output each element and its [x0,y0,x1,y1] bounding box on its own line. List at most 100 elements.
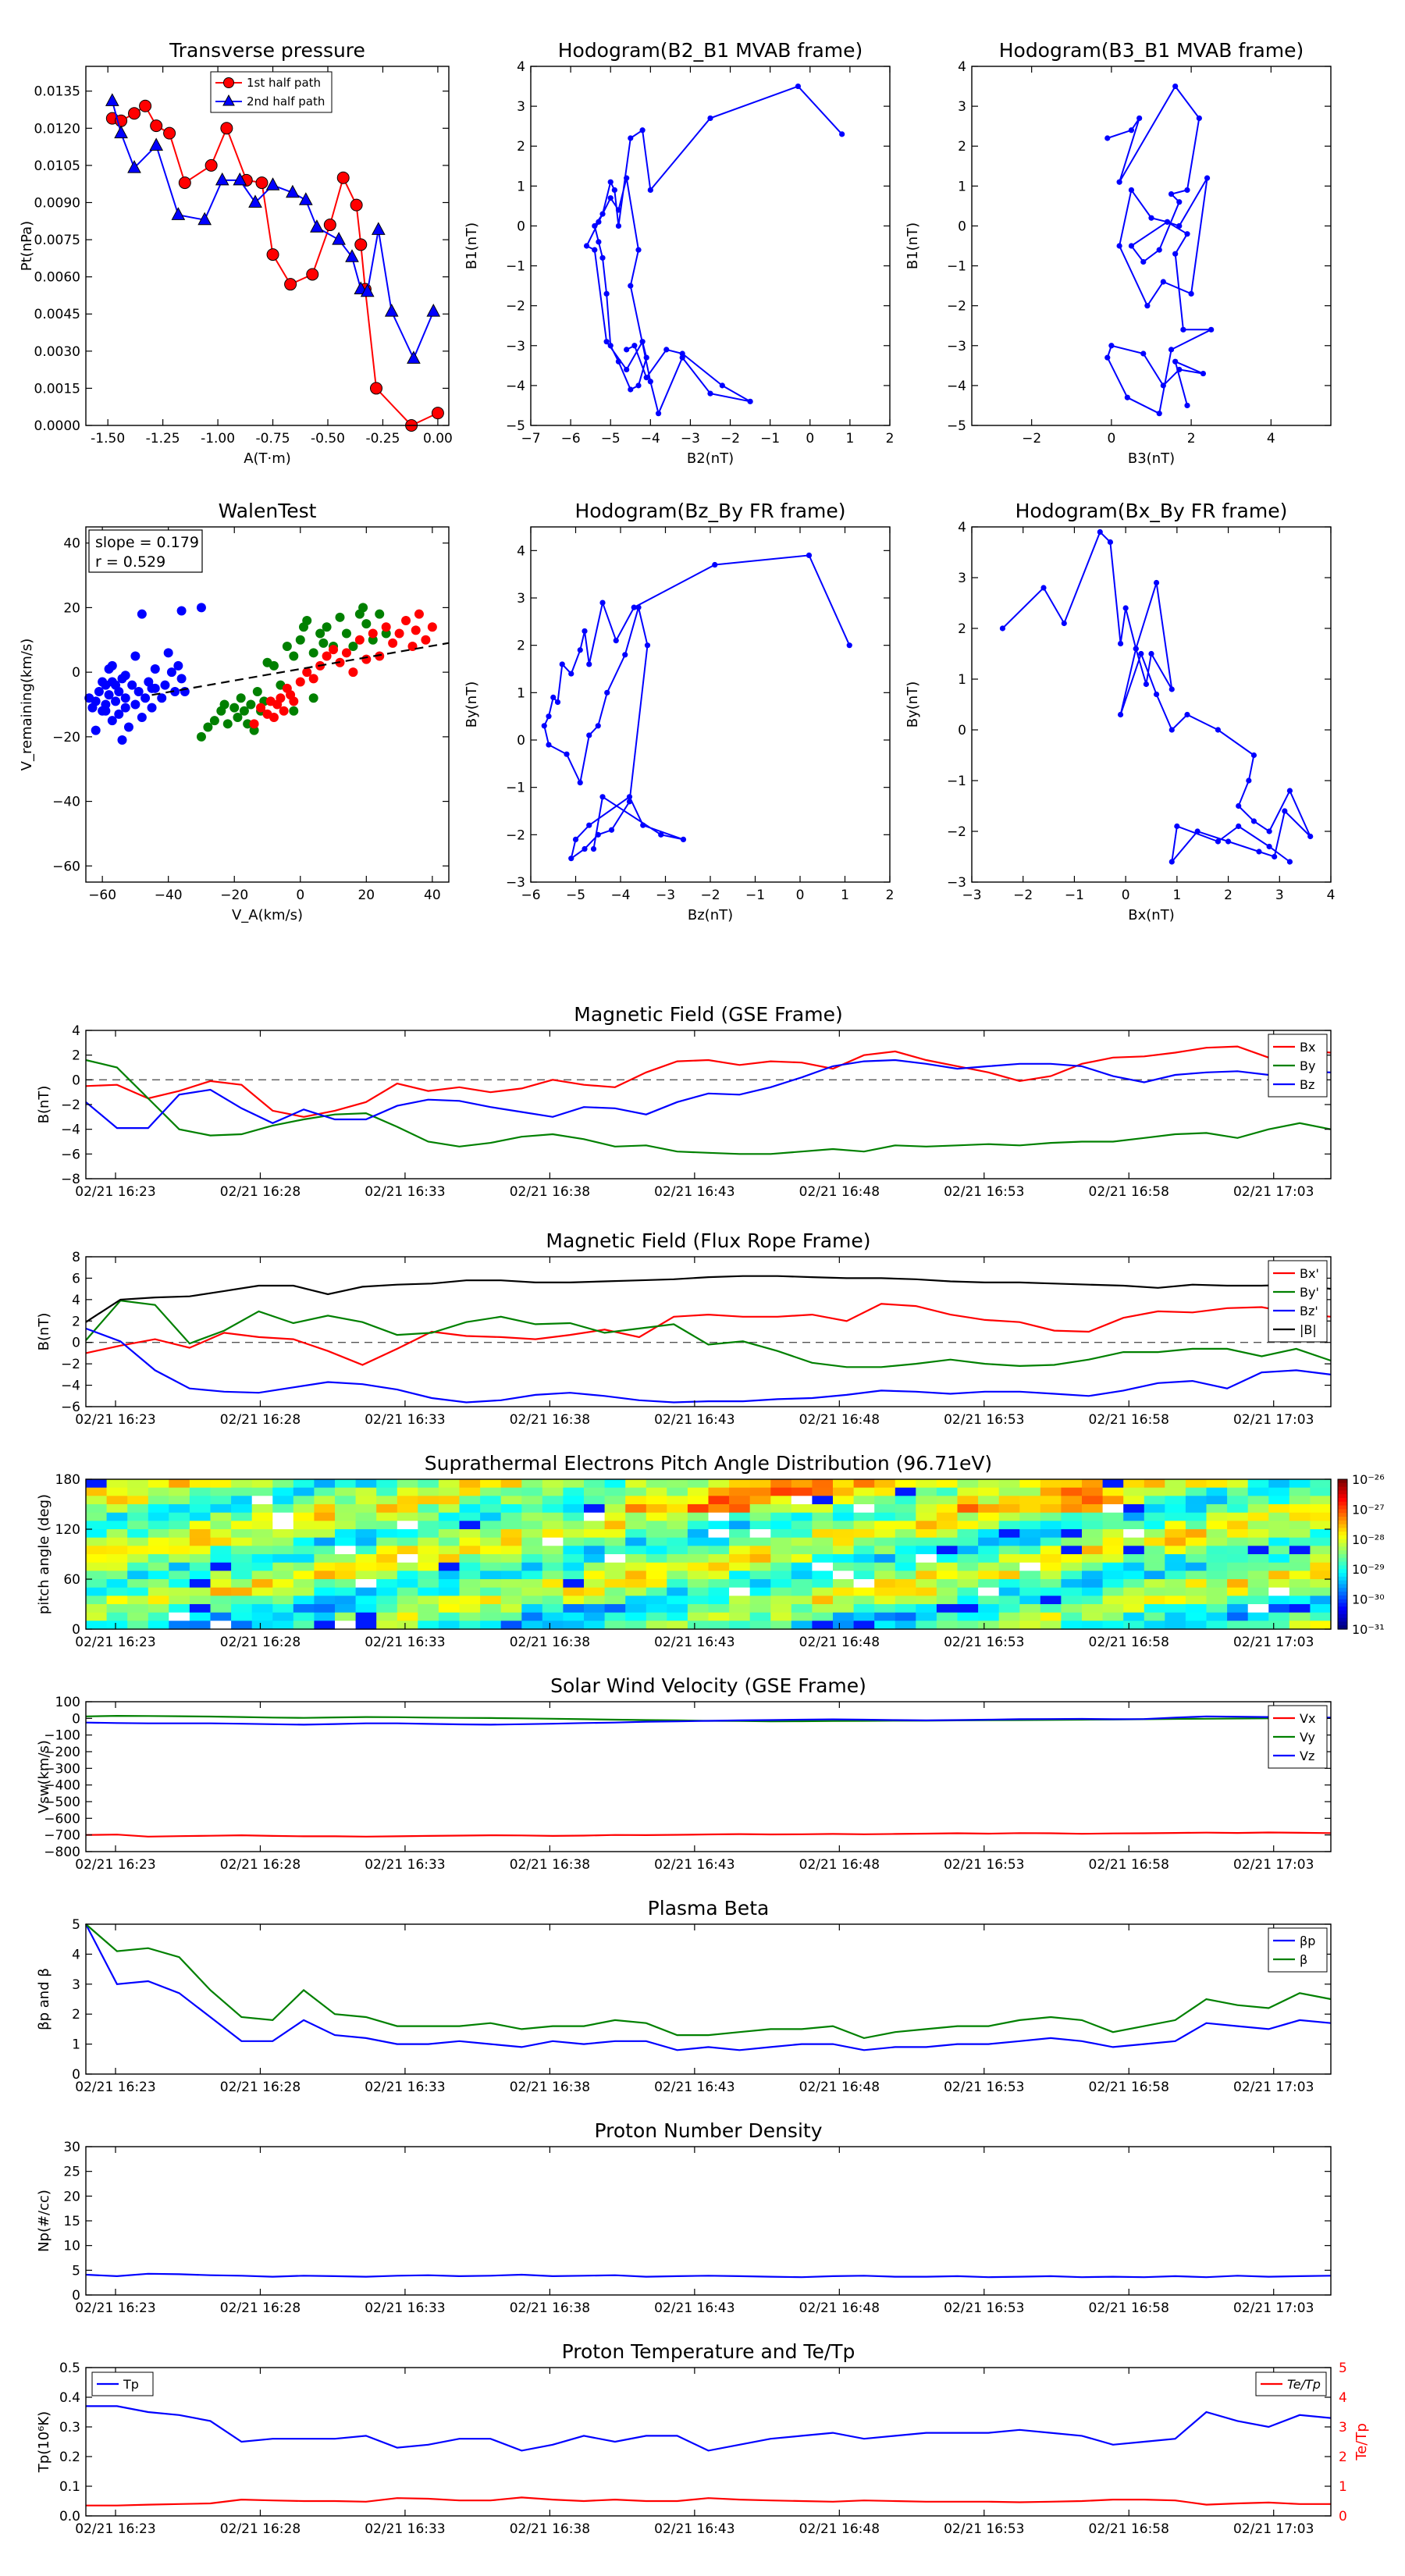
heatmap-cell [1082,1479,1104,1489]
heatmap-cell [812,1529,834,1539]
plot-frame [85,1478,1332,1630]
heatmap-cell [521,1479,543,1489]
data-point [147,683,157,693]
heatmap-cell [708,1479,730,1489]
colorbar-segment [1338,1588,1347,1592]
heatmap-cell [936,1571,959,1580]
heatmap-cell [127,1521,149,1530]
heatmap-cell [1123,1621,1145,1630]
data-point [546,742,552,748]
data-point [595,723,601,729]
heatmap-cell [500,1512,522,1521]
data-point [628,135,634,141]
heatmap-cell [480,1604,502,1614]
heatmap-cell [1082,1612,1104,1621]
x-tick-label: 02/21 16:43 [654,1184,735,1200]
heatmap-cell [335,1571,357,1580]
x-tick-label: 02/21 17:03 [1233,1635,1314,1650]
heatmap-cell [874,1521,896,1530]
heatmap-cell [584,1579,606,1589]
heatmap-cell [1165,1571,1186,1580]
x-tick-label: 02/21 16:43 [654,1857,735,1873]
heatmap-cell [86,1496,108,1505]
data-point [348,642,358,652]
heatmap-cell [148,1612,169,1621]
heatmap-cell [1289,1579,1311,1589]
heatmap-cell [957,1496,979,1505]
x-tick-label: 02/21 16:53 [944,2521,1024,2537]
data-point [599,600,606,606]
heatmap-cell [1247,1479,1269,1489]
heatmap-cell [314,1612,336,1621]
heatmap-cell [687,1562,710,1571]
y-axis-label: B(nT) [36,1313,52,1351]
x-tick-label: 02/21 16:38 [510,1857,590,1873]
heatmap-cell [646,1546,667,1555]
heatmap-cell [998,1562,1020,1571]
data-point [205,158,218,172]
heatmap-cell [978,1529,1000,1539]
heatmap-cell [687,1621,710,1630]
heatmap-cell [916,1487,937,1496]
data-point [608,827,615,833]
heatmap-cell [106,1596,128,1605]
plot-frame [530,526,891,883]
y-axis-label: βp and β [36,1968,52,2030]
heatmap-cell [812,1504,834,1514]
data-point [284,278,297,291]
heatmap-cell [833,1604,855,1614]
heatmap-cell [604,1571,626,1580]
heatmap-cell [314,1621,336,1630]
heatmap-cell [1040,1621,1062,1630]
data-point [1148,215,1154,221]
y-tick-label: −300 [44,1761,80,1777]
x-tick-label: 02/21 17:03 [1233,1857,1314,1873]
heatmap-cell [667,1604,688,1614]
heatmap-cell [957,1546,979,1555]
heatmap-cell [625,1546,647,1555]
heatmap-cell [231,1504,253,1514]
colorbar-segment [1338,1520,1347,1525]
data-point [322,651,332,661]
data-point [111,680,121,690]
heatmap-cell [521,1487,543,1496]
data-point [586,661,592,667]
plot-frame [85,1030,1332,1179]
heatmap-cell [687,1612,710,1621]
heatmap-cell [272,1554,294,1564]
data-point [647,187,653,194]
heatmap-cell [376,1571,398,1580]
legend-label: Vy [1300,1730,1315,1745]
heatmap-cell [1310,1562,1332,1571]
heatmap-cell [687,1479,710,1489]
heatmap-cell [833,1529,855,1539]
heatmap-cell [1268,1546,1290,1555]
heatmap-cell [853,1537,875,1546]
fit-line [151,642,450,696]
heatmap-cell [563,1621,585,1630]
heatmap-cell [293,1554,315,1564]
data-point [411,625,421,635]
colorbar-segment [1338,1550,1347,1555]
heatmap-cell [1082,1537,1104,1546]
heatmap-cell [106,1496,128,1505]
colorbar-tick-label: 10⁻²⁹ [1352,1562,1385,1577]
data-point [105,93,119,106]
heatmap-cell [729,1496,751,1505]
x-tick-label: 02/21 16:28 [220,2080,301,2095]
x-tick-label: 02/21 16:58 [1089,2080,1169,2095]
data-point [196,731,206,742]
series-line [111,101,435,361]
heatmap-cell [521,1571,543,1580]
data-point [1215,838,1222,845]
heatmap-cell [251,1504,273,1514]
data-point [1160,382,1166,389]
heatmap-cell [874,1604,896,1614]
heatmap-cell [169,1496,190,1505]
heatmap-cell [1268,1529,1290,1539]
data-point [1156,247,1162,253]
x-tick-label: −60 [88,888,116,903]
heatmap-cell [189,1512,212,1521]
data-point [647,379,653,385]
y-tick-label: −5 [947,418,966,434]
